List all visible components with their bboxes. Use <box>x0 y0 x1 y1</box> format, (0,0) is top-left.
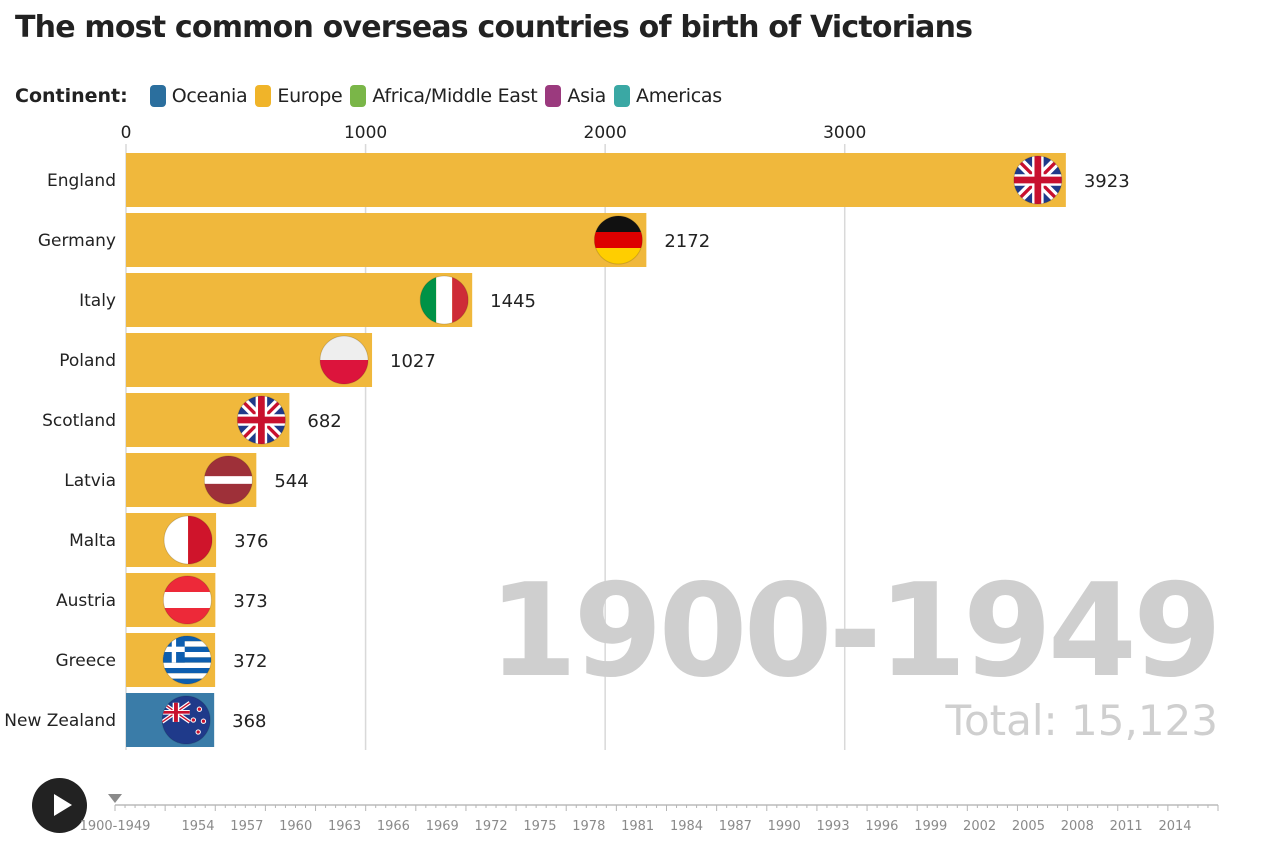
timeline-label-1978[interactable]: 1978 <box>572 819 605 834</box>
legend-title: Continent: <box>15 85 128 107</box>
timeline-slider[interactable]: 1900-1949 1954 1957 1960 1963 1966 1969 1972 197… <box>0 785 1280 843</box>
legend-swatch-asia <box>545 85 562 107</box>
timeline-label-2002[interactable]: 2002 <box>963 819 996 834</box>
bar-chart: 0 1000 2000 3000 England 3923 Germany 2172 Italy… <box>4 123 1130 750</box>
category-label-poland: Poland <box>59 351 116 371</box>
legend-item-africa-middle-east[interactable]: Africa/Middle East <box>350 85 538 107</box>
play-icon <box>54 794 72 816</box>
legend-swatch-americas <box>614 85 630 107</box>
timeline-label-1993[interactable]: 1993 <box>817 819 850 834</box>
legend-label-asia: Asia <box>567 85 606 107</box>
timeline-label-1900-1949[interactable]: 1900-1949 <box>80 819 151 834</box>
category-label-greece: Greece <box>55 651 116 671</box>
timeline-label-1987[interactable]: 1987 <box>719 819 752 834</box>
total-label: Total: 15,123 <box>945 696 1218 745</box>
timeline-label-1981[interactable]: 1981 <box>621 819 654 834</box>
timeline-label-1984[interactable]: 1984 <box>670 819 703 834</box>
bar-germany[interactable] <box>126 213 647 267</box>
timeline-label-2005[interactable]: 2005 <box>1012 819 1045 834</box>
legend-swatch-africa-middle-east <box>350 85 367 107</box>
x-tick-label: 3000 <box>823 123 866 143</box>
timeline-label-1966[interactable]: 1966 <box>377 819 410 834</box>
flag-poland-icon <box>319 335 369 385</box>
bar-england[interactable] <box>126 153 1066 207</box>
legend-label-europe: Europe <box>277 85 343 107</box>
value-label-scotland: 682 <box>307 411 341 432</box>
chart-title: The most common overseas countries of bi… <box>15 10 973 45</box>
legend-item-oceania[interactable]: Oceania <box>149 85 248 107</box>
timeline-label-1963[interactable]: 1963 <box>328 819 361 834</box>
legend-label-americas: Americas <box>636 85 722 107</box>
timeline-label-1972[interactable]: 1972 <box>475 819 508 834</box>
category-label-austria: Austria <box>56 591 116 611</box>
category-label-scotland: Scotland <box>42 411 116 431</box>
legend-swatch-oceania <box>149 85 166 107</box>
timeline-handle[interactable] <box>108 794 122 803</box>
period-label: 1900-1949 <box>488 557 1222 706</box>
timeline-label-1990[interactable]: 1990 <box>768 819 801 834</box>
category-label-germany: Germany <box>38 231 116 251</box>
bar-italy[interactable] <box>126 273 473 327</box>
category-label-latvia: Latvia <box>64 471 116 491</box>
category-label-england: England <box>47 171 116 191</box>
flag-latvia-icon <box>203 455 253 505</box>
value-label-italy: 1445 <box>490 291 536 312</box>
timeline-label-2011[interactable]: 2011 <box>1110 819 1143 834</box>
flag-malta-icon <box>163 515 213 565</box>
legend-label-oceania: Oceania <box>171 85 248 107</box>
flag-italy-icon <box>419 275 469 325</box>
flag-austria-icon <box>162 575 212 625</box>
value-label-new-zealand: 368 <box>232 711 266 732</box>
value-label-greece: 372 <box>233 651 267 672</box>
timeline-label-1969[interactable]: 1969 <box>426 819 459 834</box>
value-label-germany: 2172 <box>664 231 710 252</box>
timeline-label-1957[interactable]: 1957 <box>230 819 263 834</box>
value-label-poland: 1027 <box>390 351 436 372</box>
category-label-malta: Malta <box>69 531 116 551</box>
legend-item-americas[interactable]: Americas <box>614 85 722 107</box>
x-tick-label: 2000 <box>584 123 627 143</box>
category-label-italy: Italy <box>79 291 116 311</box>
timeline-label-1954[interactable]: 1954 <box>181 819 214 834</box>
legend-swatch-europe <box>255 85 272 107</box>
timeline-label-1996[interactable]: 1996 <box>865 819 898 834</box>
timeline-label-2008[interactable]: 2008 <box>1061 819 1094 834</box>
flag-new-zealand-icon <box>161 695 211 745</box>
category-label-new-zealand: New Zealand <box>4 711 116 731</box>
play-button[interactable] <box>32 778 87 833</box>
timeline-label-1975[interactable]: 1975 <box>523 819 556 834</box>
value-label-latvia: 544 <box>274 471 308 492</box>
timeline-label-1960[interactable]: 1960 <box>279 819 312 834</box>
legend-item-asia[interactable]: Asia <box>545 85 606 107</box>
x-tick-label: 1000 <box>344 123 387 143</box>
legend: Continent: Oceania Europe Africa/Middle … <box>15 84 730 108</box>
value-label-england: 3923 <box>1084 171 1130 192</box>
flag-greece-icon <box>162 635 212 685</box>
legend-label-africa-middle-east: Africa/Middle East <box>372 85 538 107</box>
value-label-austria: 373 <box>233 591 267 612</box>
legend-item-europe[interactable]: Europe <box>255 85 343 107</box>
timeline-label-2014[interactable]: 2014 <box>1158 819 1191 834</box>
flag-germany-icon <box>593 215 643 265</box>
x-tick-label: 0 <box>121 123 132 143</box>
flag-uk-icon <box>1013 155 1063 205</box>
timeline-label-1999[interactable]: 1999 <box>914 819 947 834</box>
value-label-malta: 376 <box>234 531 268 552</box>
flag-uk-icon <box>236 395 286 445</box>
